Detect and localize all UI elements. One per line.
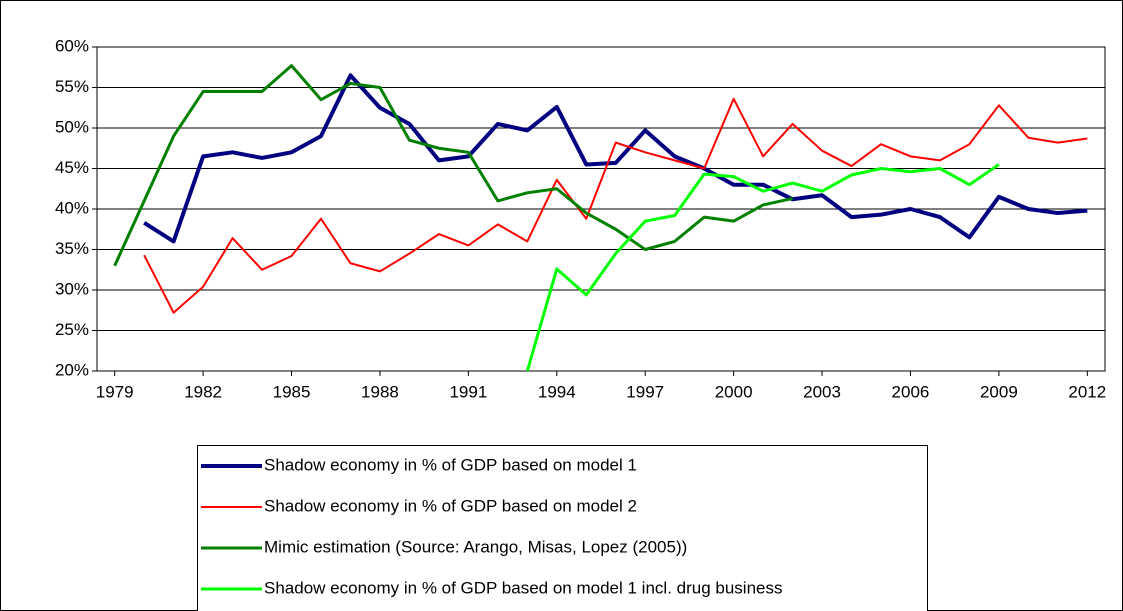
y-tick-label: 20% [55,360,89,379]
x-tick-label: 1991 [449,382,487,401]
y-tick-label: 40% [55,198,89,217]
legend-label: Shadow economy in % of GDP based on mode… [264,578,782,597]
x-tick-label: 2009 [980,382,1018,401]
y-tick-label: 25% [55,320,89,339]
y-tick-label: 60% [55,36,89,55]
lines [113,64,1088,372]
series-line [143,73,1088,244]
y-tick-label: 35% [55,239,89,258]
y-tick-label: 30% [55,279,89,298]
x-tick-label: 1979 [96,382,134,401]
x-tick-label: 1988 [361,382,399,401]
x-tick-label: 2006 [892,382,930,401]
y-tick-label: 45% [55,158,89,177]
series-line [113,64,793,267]
x-tick-label: 2000 [715,382,753,401]
legend [197,445,928,611]
legend-label: Shadow economy in % of GDP based on mode… [264,496,637,515]
x-tick-label: 1994 [538,382,576,401]
series-line [143,97,1088,314]
x-tick-label: 2003 [803,382,841,401]
x-tick-label: 1985 [273,382,311,401]
x-tick-label: 1997 [626,382,664,401]
y-tick-label: 55% [55,77,89,96]
x-tick-label: 1982 [184,382,222,401]
y-tick-label: 50% [55,117,89,136]
legend-label: Shadow economy in % of GDP based on mode… [264,455,637,474]
legend-label: Mimic estimation (Source: Arango, Misas,… [264,537,687,556]
x-tick-label: 2012 [1068,382,1106,401]
series-line [525,163,1000,372]
